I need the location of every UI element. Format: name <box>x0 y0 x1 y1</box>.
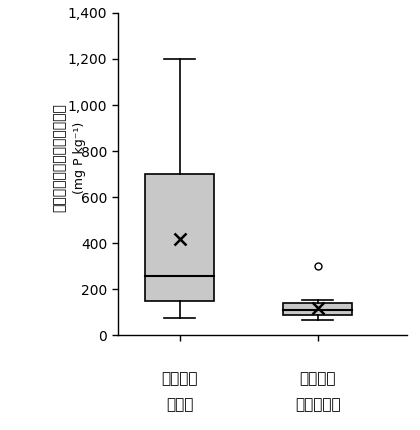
Text: 試料群: 試料群 <box>166 398 193 413</box>
FancyBboxPatch shape <box>145 174 214 301</box>
Text: 広域土壌: 広域土壌 <box>161 371 198 386</box>
Text: 酸性シュウ酸塩抽出リン含量: 酸性シュウ酸塩抽出リン含量 <box>52 104 67 212</box>
Text: (mg P kg⁻¹): (mg P kg⁻¹) <box>74 122 87 194</box>
Text: 同一村内: 同一村内 <box>299 371 336 386</box>
FancyBboxPatch shape <box>283 303 352 315</box>
Text: 土壌試料群: 土壌試料群 <box>295 398 341 413</box>
